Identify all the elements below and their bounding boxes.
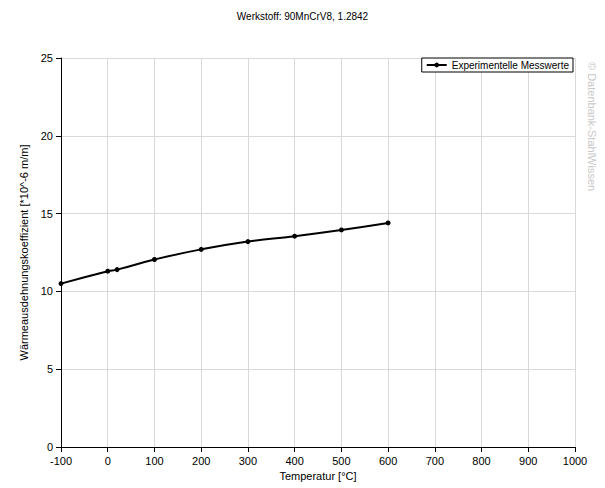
svg-text:25: 25: [41, 52, 53, 64]
svg-text:300: 300: [239, 455, 257, 467]
svg-text:0: 0: [47, 441, 53, 453]
svg-text:Wärmeausdehnungskoeffizient [*: Wärmeausdehnungskoeffizient [*10^-6 m/m]: [18, 145, 30, 361]
svg-text:5: 5: [47, 363, 53, 375]
svg-text:Werkstoff: 90MnCrV8, 1.2842: Werkstoff: 90MnCrV8, 1.2842: [237, 11, 369, 22]
svg-text:600: 600: [379, 455, 397, 467]
svg-text:900: 900: [519, 455, 537, 467]
svg-text:Temperatur [°C]: Temperatur [°C]: [279, 470, 356, 482]
svg-text:200: 200: [192, 455, 210, 467]
svg-text:0: 0: [105, 455, 111, 467]
svg-text:10: 10: [41, 285, 53, 297]
svg-text:© Datenbank-StahlWissen: © Datenbank-StahlWissen: [586, 62, 598, 191]
svg-text:100: 100: [145, 455, 163, 467]
svg-text:500: 500: [332, 455, 350, 467]
svg-text:Experimentelle Messwerte: Experimentelle Messwerte: [452, 60, 570, 71]
svg-text:400: 400: [285, 455, 303, 467]
svg-text:20: 20: [41, 130, 53, 142]
svg-text:700: 700: [426, 455, 444, 467]
svg-text:800: 800: [472, 455, 490, 467]
svg-text:15: 15: [41, 208, 53, 220]
svg-text:-100: -100: [50, 455, 72, 467]
svg-text:1000: 1000: [563, 455, 587, 467]
